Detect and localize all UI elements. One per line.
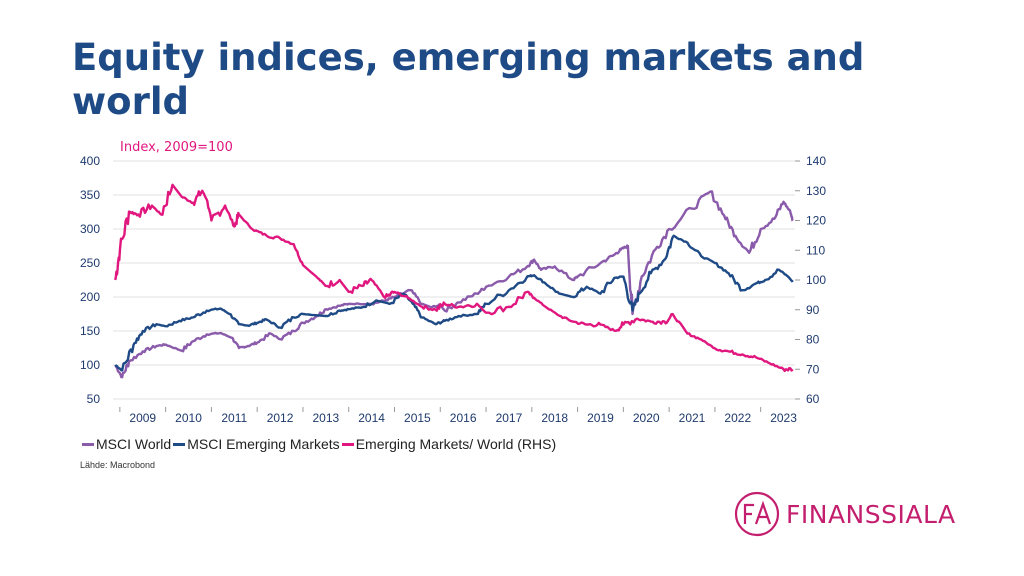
logo-mark-icon bbox=[734, 491, 780, 537]
y2-tick-label-110: 110 bbox=[806, 243, 825, 257]
legend-item-em-world-ratio: Emerging Markets/ World (RHS) bbox=[341, 436, 557, 452]
x-tick-label-2021: 2021 bbox=[679, 411, 706, 425]
y2-tick-label-70: 70 bbox=[806, 362, 820, 376]
y2-tick-label-120: 120 bbox=[806, 214, 826, 228]
y2-tick-label-90: 90 bbox=[806, 303, 820, 317]
x-tick-label-2023: 2023 bbox=[770, 411, 797, 425]
page-title: Equity indices, emerging markets and wor… bbox=[72, 36, 865, 123]
legend-swatch-msci-world bbox=[82, 442, 94, 446]
legend-swatch-msci-em bbox=[173, 442, 186, 446]
legend-item-msci-world: MSCI World bbox=[82, 436, 171, 452]
x-tick-label-2014: 2014 bbox=[358, 411, 385, 425]
y2-tick-label-60: 60 bbox=[806, 392, 820, 406]
chart-legend: MSCI World MSCI Emerging Markets Emergin… bbox=[82, 436, 558, 452]
grid-lines bbox=[113, 160, 795, 400]
y2-tick-label-130: 130 bbox=[806, 184, 826, 198]
x-tick-label-2010: 2010 bbox=[175, 411, 202, 425]
y-tick-label-200: 200 bbox=[80, 290, 100, 304]
y-tick-label-50: 50 bbox=[87, 392, 101, 406]
x-tick-label-2013: 2013 bbox=[312, 411, 339, 425]
series-line-msci-world bbox=[114, 190, 794, 379]
x-tick-label-2019: 2019 bbox=[587, 411, 614, 425]
finanssiala-logo: FINANSSIALA bbox=[734, 491, 956, 537]
series-line-em-world-ratio bbox=[114, 183, 794, 373]
logo-text: FINANSSIALA bbox=[786, 499, 956, 529]
y2-tick-label-100: 100 bbox=[806, 273, 826, 287]
x-tick-label-2018: 2018 bbox=[541, 411, 568, 425]
series-lines bbox=[114, 183, 794, 379]
x-tick-label-2022: 2022 bbox=[724, 411, 751, 425]
y2-tick-label-80: 80 bbox=[806, 333, 820, 347]
y-tick-label-400: 400 bbox=[80, 154, 100, 168]
x-tick-label-2016: 2016 bbox=[450, 411, 477, 425]
y2-tick-label-140: 140 bbox=[806, 154, 826, 168]
legend-swatch-em-world-ratio bbox=[341, 442, 354, 446]
axes: 50 100 150 200 250 300 350 400 60 70 80 90 100 110 120… bbox=[80, 154, 826, 425]
legend-label-msci-world: MSCI World bbox=[96, 436, 172, 452]
x-tick-label-2017: 2017 bbox=[496, 411, 523, 425]
y-tick-label-300: 300 bbox=[80, 222, 100, 236]
legend-label-em-world-ratio: Emerging Markets/ World (RHS) bbox=[355, 436, 557, 452]
source-note: Lähde: Macrobond bbox=[80, 460, 156, 470]
x-tick-label-2020: 2020 bbox=[633, 411, 660, 425]
y-tick-label-350: 350 bbox=[80, 188, 100, 202]
y-tick-label-150: 150 bbox=[80, 324, 100, 338]
y-tick-label-100: 100 bbox=[80, 358, 100, 372]
x-tick-label-2011: 2011 bbox=[221, 411, 247, 425]
x-tick-label-2009: 2009 bbox=[129, 411, 156, 425]
y-axis-unit-label: Index, 2009=100 bbox=[120, 140, 233, 155]
series-line-msci-em bbox=[114, 234, 794, 372]
y-tick-label-250: 250 bbox=[80, 256, 100, 270]
x-tick-label-2015: 2015 bbox=[404, 411, 431, 425]
x-tick-label-2012: 2012 bbox=[267, 411, 294, 425]
legend-item-msci-em: MSCI Emerging Markets bbox=[173, 436, 340, 452]
legend-label-msci-em: MSCI Emerging Markets bbox=[187, 436, 340, 452]
